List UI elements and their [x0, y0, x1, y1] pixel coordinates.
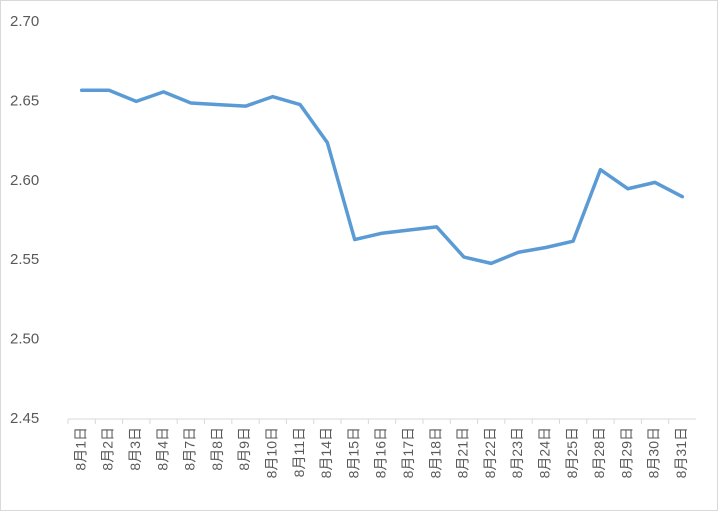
x-tick-label: 8月15日: [345, 427, 361, 478]
x-tick-label: 8月17日: [400, 427, 416, 478]
x-tick-label: 8月31日: [673, 427, 689, 478]
x-tick-label: 8月1日: [72, 427, 88, 471]
x-tick-label: 8月21日: [455, 427, 471, 478]
x-tick-label: 8月7日: [182, 427, 198, 471]
x-tick-label: 8月24日: [537, 427, 553, 478]
y-tick-label: 2.55: [10, 251, 39, 268]
x-tick-label: 8月2日: [100, 427, 116, 471]
y-tick-label: 2.45: [10, 410, 39, 427]
x-tick-label: 8月10日: [263, 427, 279, 478]
x-tick-label: 8月30日: [646, 427, 662, 478]
y-tick-label: 2.70: [10, 13, 39, 30]
data-line: [79, 88, 685, 266]
x-tick-label: 8月18日: [427, 427, 443, 478]
x-tick-label: 8月4日: [154, 427, 170, 471]
x-tick-label: 8月25日: [564, 427, 580, 478]
x-tick-label: 8月14日: [318, 427, 334, 478]
x-tick-label: 8月11日: [291, 427, 307, 477]
y-tick-label: 2.65: [10, 92, 39, 109]
x-tick-label: 8月8日: [209, 427, 225, 471]
x-tick-label: 8月9日: [236, 427, 252, 471]
y-tick-label: 2.60: [10, 172, 39, 189]
x-tick-label: 8月16日: [373, 427, 389, 478]
x-tick-label: 8月23日: [509, 427, 525, 478]
x-tick-label: 8月22日: [482, 427, 498, 478]
x-tick-label: 8月28日: [591, 427, 607, 478]
x-tick-label: 8月29日: [618, 427, 634, 478]
y-tick-label: 2.50: [10, 331, 39, 348]
x-tick-label: 8月3日: [127, 427, 143, 471]
